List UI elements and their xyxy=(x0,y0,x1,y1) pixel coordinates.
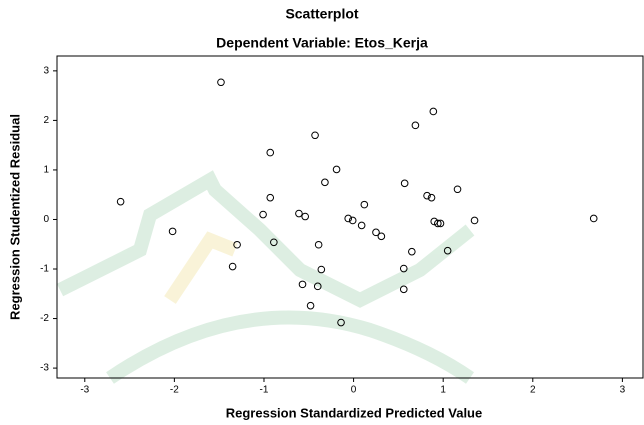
y-axis-label: Regression Studentized Residual xyxy=(7,114,22,320)
point xyxy=(267,194,274,201)
point xyxy=(299,281,306,288)
point xyxy=(315,241,322,248)
point xyxy=(430,108,437,115)
point xyxy=(296,210,303,217)
point xyxy=(401,180,408,187)
point xyxy=(218,79,225,86)
point xyxy=(117,198,124,205)
x-axis-label: Regression Standardized Predicted Value xyxy=(226,405,482,420)
point xyxy=(400,286,407,293)
y-tick-label: -1 xyxy=(40,264,49,275)
point xyxy=(267,149,274,156)
x-tick-label: -3 xyxy=(80,385,89,396)
point xyxy=(307,302,314,309)
chart-subtitle: Dependent Variable: Etos_Kerja xyxy=(216,35,428,51)
watermark xyxy=(60,180,470,378)
point xyxy=(409,248,416,255)
point xyxy=(590,215,597,222)
y-tick-label: -3 xyxy=(40,363,49,374)
y-tick-label: -2 xyxy=(40,313,49,324)
x-tick-label: 0 xyxy=(351,385,357,396)
point xyxy=(229,263,236,270)
point xyxy=(260,211,267,218)
x-tick-label: 3 xyxy=(620,385,626,396)
y-tick-label: 2 xyxy=(43,115,49,126)
point xyxy=(412,122,419,129)
x-tick-label: 2 xyxy=(530,385,536,396)
point xyxy=(322,179,329,186)
x-tick-label: -1 xyxy=(260,385,269,396)
point xyxy=(361,201,368,208)
page: Scatterplot Dependent Variable: Etos_Ker… xyxy=(0,0,644,425)
point xyxy=(318,266,325,273)
point xyxy=(169,228,176,235)
y-tick-label: 0 xyxy=(43,214,49,225)
chart-title: Scatterplot xyxy=(285,6,358,22)
point xyxy=(471,217,478,224)
y-tick-label: 1 xyxy=(43,165,49,176)
point xyxy=(312,132,319,139)
point xyxy=(302,213,309,220)
point xyxy=(358,222,365,229)
x-tick-label: 1 xyxy=(440,385,446,396)
point xyxy=(454,186,461,193)
point xyxy=(333,166,340,173)
point xyxy=(378,233,385,240)
chart: Scatterplot Dependent Variable: Etos_Ker… xyxy=(0,0,644,425)
y-tick-label: 3 xyxy=(43,66,49,77)
x-tick-label: -2 xyxy=(170,385,179,396)
